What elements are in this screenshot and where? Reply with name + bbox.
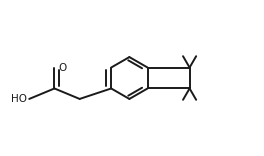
Text: O: O (58, 63, 67, 73)
Text: HO: HO (11, 94, 27, 104)
